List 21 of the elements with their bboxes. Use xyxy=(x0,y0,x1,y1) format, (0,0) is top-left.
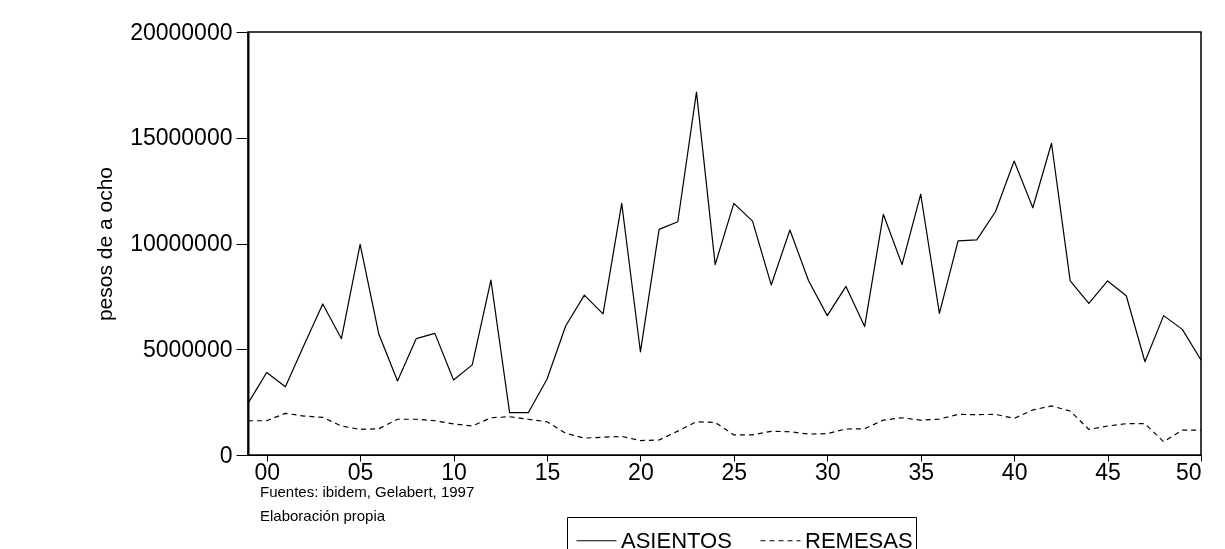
x-tick-label: 25 xyxy=(721,458,748,485)
y-tick-label: 10000000 xyxy=(130,230,233,256)
x-tick-label: 10 xyxy=(441,458,467,485)
x-tick-label: 40 xyxy=(1001,458,1028,485)
x-tick-label: 30 xyxy=(814,458,841,485)
y-axis-title: pesos de a ocho xyxy=(93,166,117,322)
x-tick-label: 05 xyxy=(347,458,374,485)
x-tick-label: 20 xyxy=(628,458,654,485)
source-note: Fuentes: ibidem, Gelabert, 1997 xyxy=(260,483,475,500)
x-tick-label: 15 xyxy=(534,458,561,485)
legend-label: REMESAS xyxy=(805,527,913,549)
text: Elaboración propia xyxy=(260,507,386,524)
x-tick-label: 45 xyxy=(1095,458,1121,485)
x-tick-label: 00 xyxy=(254,458,280,485)
x-tick-label: 35 xyxy=(908,458,934,485)
legend-label: ASIENTOS xyxy=(621,527,732,549)
x-tick-label: 50 xyxy=(1175,458,1202,485)
y-tick-label: 5000000 xyxy=(142,335,233,362)
y-tick-label: 0 xyxy=(219,441,233,468)
y-tick-label: 20000000 xyxy=(130,18,233,45)
y-tick-label: 15000000 xyxy=(130,124,233,151)
